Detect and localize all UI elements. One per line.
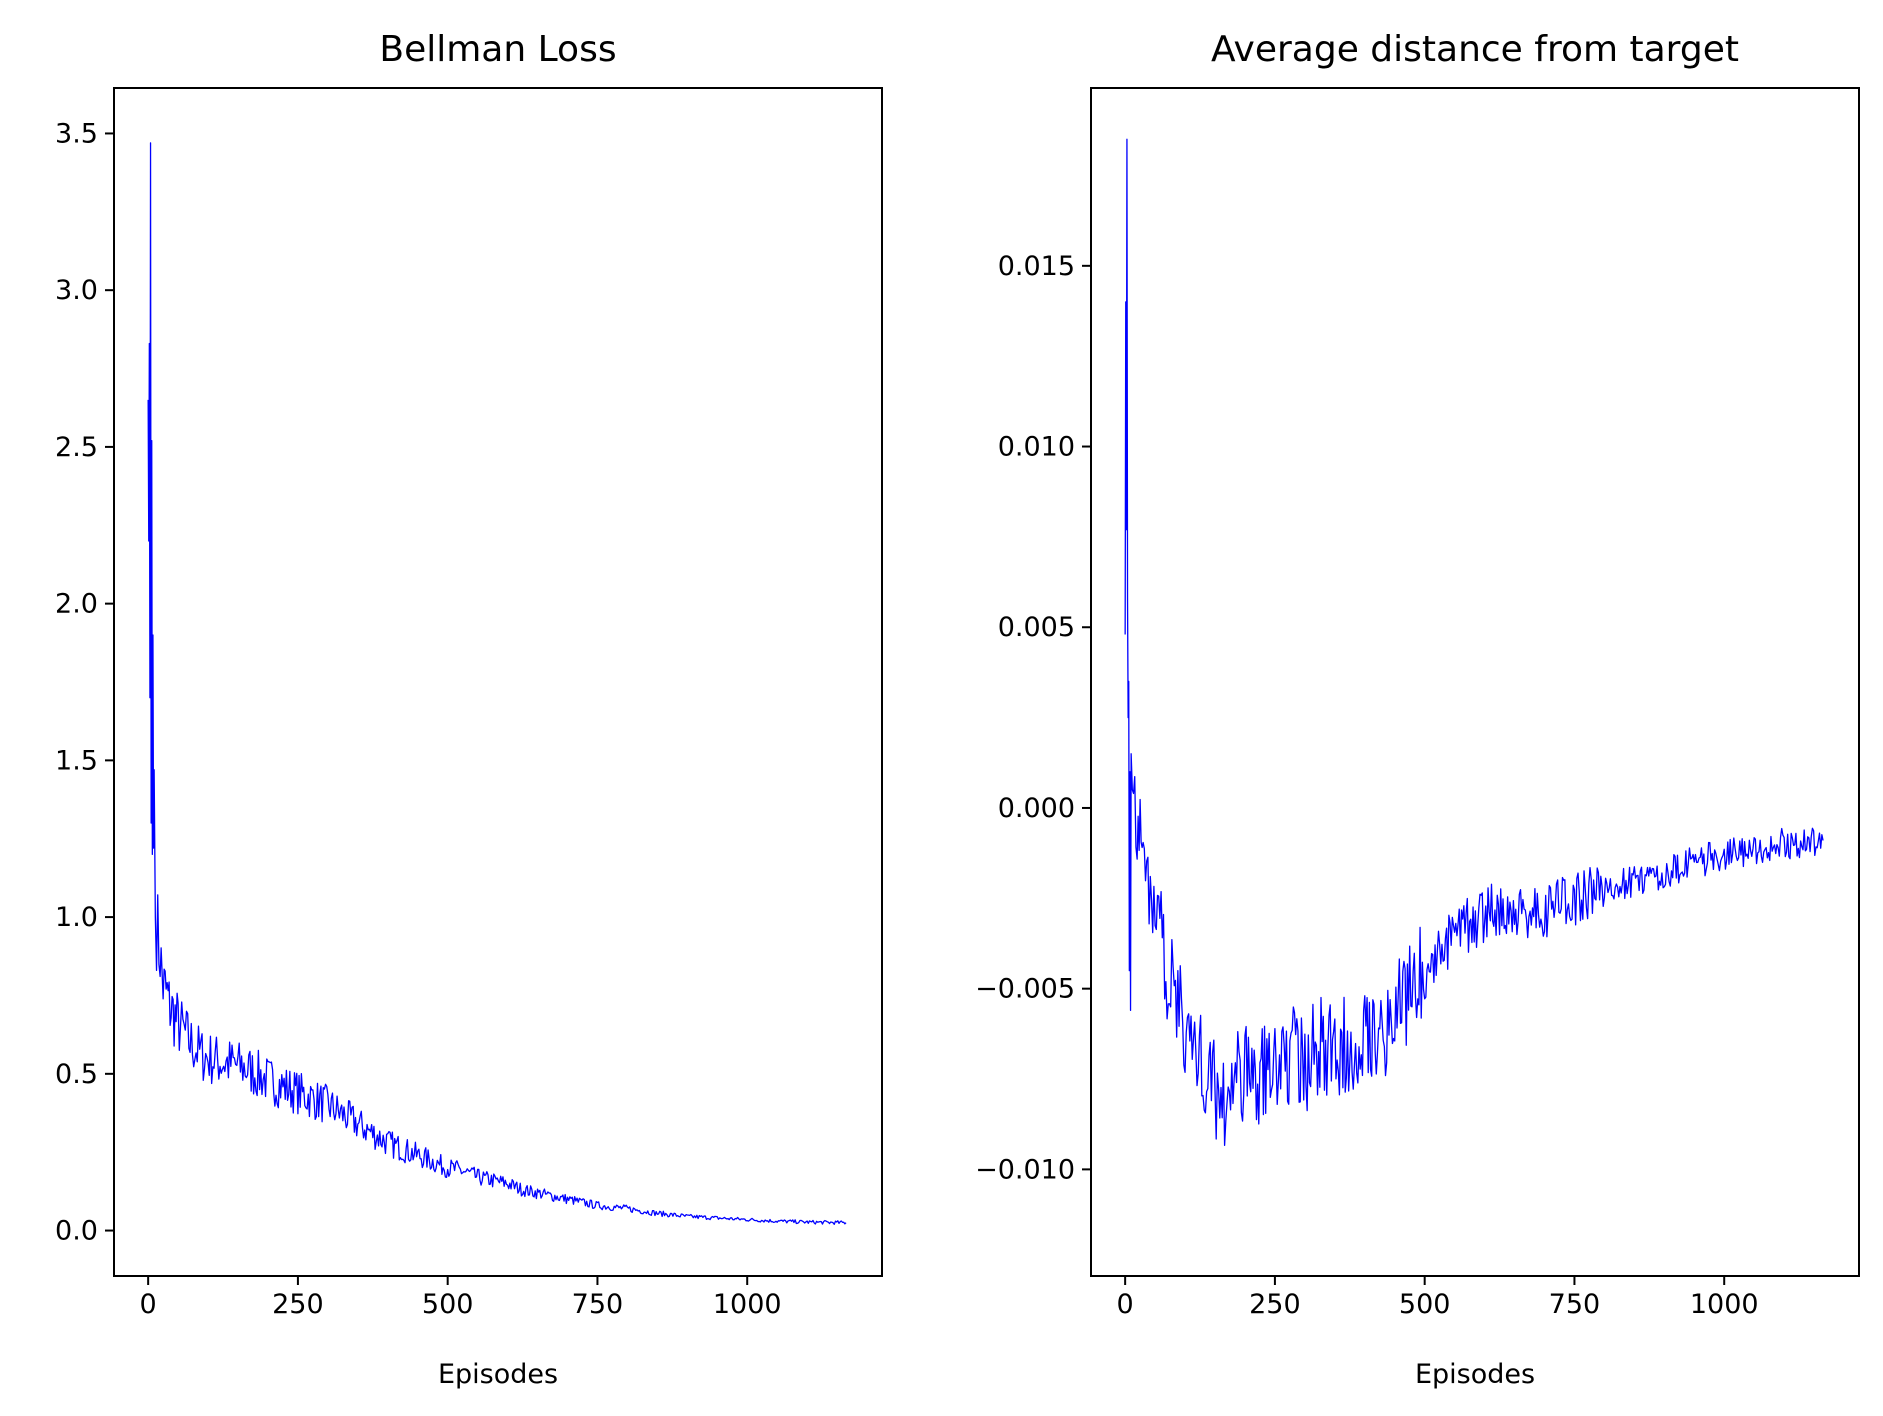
y-tick-label: 0.0: [55, 1216, 98, 1247]
chart-title: Bellman Loss: [379, 29, 616, 70]
x-tick-label: 0: [140, 1289, 157, 1320]
x-tick-label: 750: [1549, 1289, 1601, 1320]
x-axis-label: Episodes: [1415, 1359, 1535, 1390]
x-tick-label: 250: [1249, 1289, 1301, 1320]
y-tick-label: 0.000: [998, 793, 1075, 824]
x-tick-label: 250: [272, 1289, 324, 1320]
chart-average-distance: Average distance from target Episodes 0 2…: [975, 29, 1860, 1390]
y-tick-label: 1.0: [55, 902, 98, 933]
tick-layer: 0 250 500 750 1000 −0.010 −0.005 0.000 0.005 0.01…: [975, 251, 1758, 1320]
plot-frame: [113, 87, 883, 1277]
plot-frame: [1090, 87, 1860, 1277]
x-tick-label: 1000: [1690, 1289, 1759, 1320]
x-axis-label: Episodes: [438, 1359, 558, 1390]
y-tick-label: −0.010: [975, 1154, 1075, 1185]
series-layer: [1124, 138, 1824, 1147]
x-tick-label: 0: [1117, 1289, 1134, 1320]
x-tick-label: 1000: [713, 1289, 782, 1320]
x-tick-label: 500: [422, 1289, 474, 1320]
x-tick-label: 750: [572, 1289, 624, 1320]
y-tick-label: 3.0: [55, 275, 98, 306]
y-tick-label: 0.010: [998, 432, 1075, 463]
y-tick-label: 2.5: [55, 432, 98, 463]
chart-title: Average distance from target: [1211, 29, 1739, 70]
chart-bellman-loss: Bellman Loss Episodes 0 250 500 750 10000.00…: [55, 29, 883, 1390]
y-tick-label: 0.005: [998, 612, 1075, 643]
y-tick-label: 0.5: [55, 1059, 98, 1090]
y-tick-label: 1.5: [55, 745, 98, 776]
series-line: [1124, 138, 1824, 1147]
tick-layer: 0 250 500 750 1000 0.0 0.5 1.0 1.5 2.0 2.5 3.0 3.5: [55, 118, 782, 1320]
y-tick-label: −0.005: [975, 974, 1075, 1005]
y-tick-label: 2.0: [55, 589, 98, 620]
series-line: [147, 142, 847, 1225]
series-layer: [147, 142, 847, 1225]
x-tick-label: 500: [1399, 1289, 1451, 1320]
y-tick-label: 3.5: [55, 118, 98, 149]
y-tick-label: 0.015: [998, 251, 1075, 282]
